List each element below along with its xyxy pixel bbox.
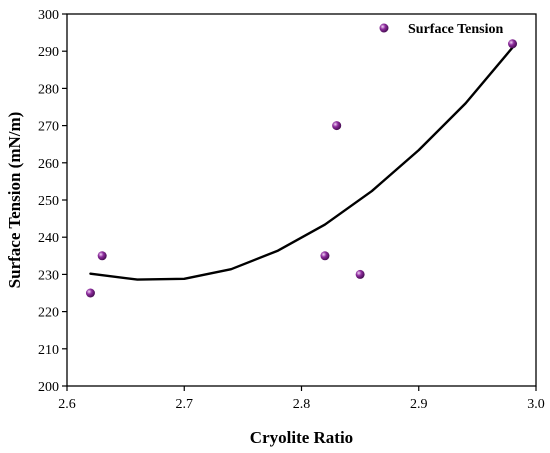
y-tick-label: 210: [38, 343, 59, 358]
y-tick-label: 220: [38, 306, 59, 321]
data-point: [97, 251, 107, 261]
legend: Surface Tension: [379, 22, 504, 37]
y-tick-label: 230: [38, 268, 59, 283]
data-point: [320, 251, 330, 261]
y-tick-label: 250: [38, 194, 59, 209]
legend-marker: [379, 23, 389, 33]
data-point: [85, 288, 95, 298]
x-tick-label: 2.7: [176, 397, 194, 412]
y-tick-label: 200: [38, 380, 59, 395]
y-tick-label: 260: [38, 157, 59, 172]
y-axis-title: Surface Tension (mN/m): [5, 112, 24, 289]
y-tick-label: 270: [38, 120, 59, 135]
data-point: [332, 121, 342, 131]
plot-layer: [66, 13, 537, 387]
data-point: [355, 269, 365, 279]
y-tick-label: 280: [38, 82, 59, 97]
plot-frame: [66, 13, 537, 387]
y-tick-label: 290: [38, 45, 59, 60]
y-tick-label: 300: [38, 8, 59, 23]
x-tick-label: 2.8: [293, 397, 311, 412]
y-tick-label: 240: [38, 231, 59, 246]
tick-layer: 2.6 2.7 2.8 2.9 3.0 200 210 220 230 240 250 260 270 2…: [38, 8, 545, 412]
data-point: [508, 39, 518, 49]
x-tick-label: 2.9: [410, 397, 428, 412]
x-tick-label: 2.6: [58, 397, 76, 412]
fit-curve: [89, 46, 514, 281]
legend-label: Surface Tension: [408, 22, 504, 37]
x-tick-label: 3.0: [527, 397, 545, 412]
x-axis-title: Cryolite Ratio: [250, 428, 353, 447]
